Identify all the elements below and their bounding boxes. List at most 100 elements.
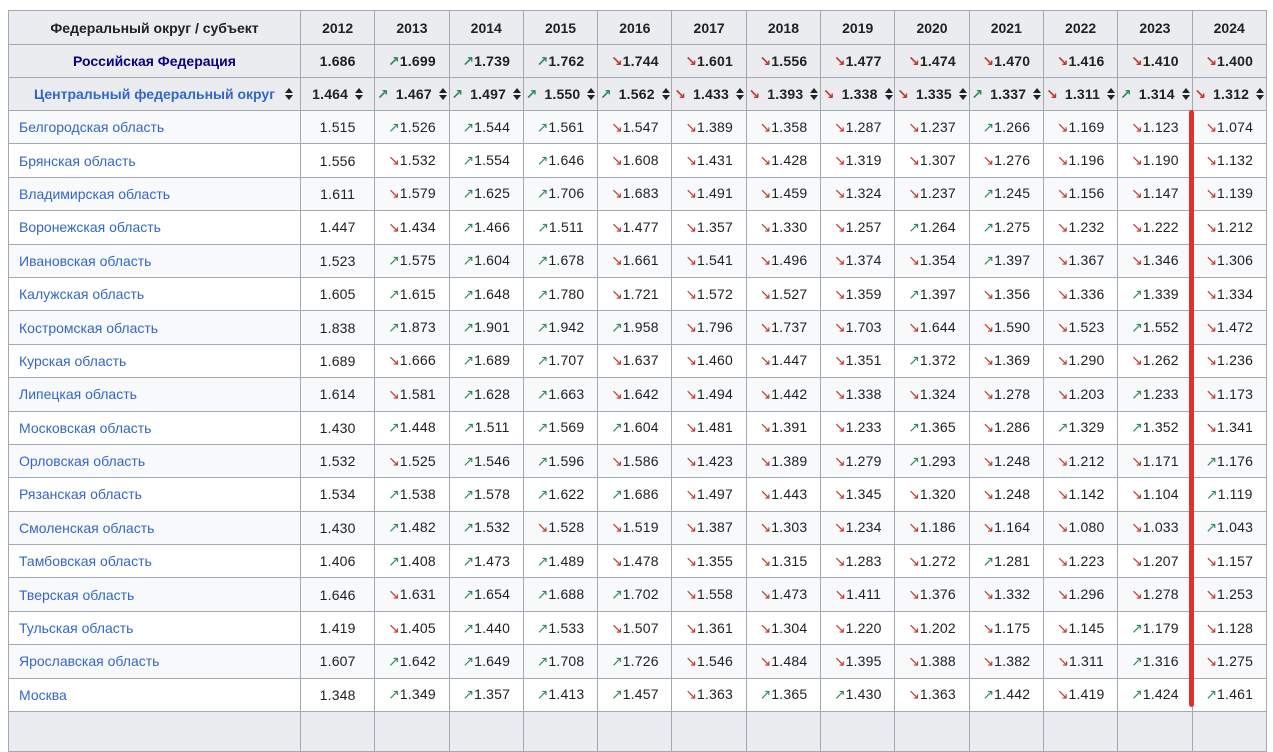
value-cell: 1.689 (299, 343, 376, 379)
region-link[interactable]: Воронежская область (19, 219, 161, 236)
region-link[interactable]: Костромская область (19, 319, 159, 336)
region-link[interactable]: Рязанская область (19, 486, 142, 503)
trend-down-icon: ↘ (1056, 485, 1069, 502)
value-text: 1.391 (771, 419, 808, 436)
trend-down-icon: ↘ (908, 185, 920, 202)
region-link[interactable]: Владимирская область (19, 185, 171, 202)
region-link[interactable]: Москва (19, 686, 67, 703)
region-link[interactable]: Ивановская область (19, 252, 152, 269)
trend-up-icon: ↗ (537, 218, 549, 235)
trend-up-icon: ↗ (536, 686, 549, 703)
trend-down-icon: ↘ (833, 252, 846, 269)
year-header-2023: 2023 (1117, 10, 1193, 45)
region-link[interactable]: Липецкая область (19, 386, 137, 403)
value-text: 1.459 (771, 185, 808, 202)
value-text: 1.532 (319, 453, 356, 470)
value-cell: 1.447 (299, 210, 376, 245)
trend-down-icon: ↘ (1131, 52, 1143, 69)
trend-down-icon: ↘ (834, 586, 847, 603)
region-link[interactable]: Брянская область (19, 152, 136, 169)
trend-up-icon: ↗ (536, 385, 549, 402)
sort-icon[interactable] (736, 88, 745, 100)
value-text: 1.223 (1068, 552, 1105, 569)
value-text: 1.278 (1142, 586, 1179, 603)
region-link[interactable]: Московская область (19, 419, 152, 436)
value-cell: ↘1.558 (671, 577, 747, 612)
region-link[interactable]: Смоленская область (19, 519, 155, 536)
value-text: 1.482 (399, 519, 436, 536)
sort-icon[interactable] (884, 88, 893, 100)
sort-icon[interactable] (958, 88, 967, 100)
value-text: 1.473 (474, 552, 511, 569)
region-link[interactable]: Белгородская область (19, 119, 165, 136)
value-cell: ↘1.248 (968, 443, 1044, 479)
value-cell: ↘1.387 (671, 510, 747, 546)
value-text: 1.278 (994, 385, 1031, 402)
value-cell: ↘1.428 (745, 143, 822, 178)
sort-icon[interactable] (285, 88, 293, 100)
value-text: 1.614 (319, 386, 356, 403)
value-text: 1.534 (319, 486, 356, 503)
value-cell: 1.605 (299, 276, 376, 312)
sort-icon[interactable] (513, 88, 522, 100)
value-cell: ↘1.547 (597, 109, 673, 145)
sort-icon[interactable] (661, 88, 670, 100)
value-with-sort: ↘ 1.312 (1193, 86, 1265, 103)
trend-up-icon: ↗ (536, 619, 549, 636)
sort-up-triangle-icon (810, 88, 819, 93)
value-cell: ↗1.372 (894, 343, 970, 379)
sort-icon[interactable] (587, 88, 596, 100)
year-header-2018: 2018 (745, 10, 822, 45)
sort-icon[interactable] (1256, 88, 1265, 100)
value-text: 1.281 (994, 552, 1031, 569)
trend-up-icon: ↗ (1131, 619, 1143, 636)
partial-cell (448, 711, 524, 752)
value-text: 1.411 (846, 586, 882, 603)
region-link[interactable]: Калужская область (19, 286, 145, 303)
value-text: 1.481 (696, 419, 734, 436)
region-link[interactable]: Тамбовская область (19, 553, 152, 570)
sort-icon[interactable] (438, 88, 447, 100)
sort-icon[interactable] (1107, 88, 1116, 100)
value-cell: ↘1.369 (968, 343, 1044, 379)
region-link[interactable]: Тульская область (19, 620, 134, 637)
value-text: 1.430 (319, 519, 356, 536)
value-cell: ↗ 1.467 (374, 77, 450, 111)
trend-down-icon: ↘ (982, 285, 995, 302)
trend-down-icon: ↘ (388, 152, 400, 169)
trend-down-icon: ↘ (1205, 652, 1218, 669)
value-cell: ↘1.642 (597, 377, 673, 412)
trend-down-icon: ↘ (1205, 185, 1218, 202)
sort-icon[interactable] (1033, 88, 1042, 100)
trend-up-icon: ↗ (908, 218, 920, 235)
value-cell: ↘1.237 (894, 109, 970, 145)
value-cell: ↗1.526 (374, 109, 450, 145)
value-text: 1.611 (320, 185, 356, 202)
sort-down-triangle-icon (438, 95, 447, 100)
region-link[interactable]: Ярославская область (19, 653, 160, 670)
sort-icon[interactable] (1181, 88, 1190, 100)
value-cell: ↘1.128 (1191, 610, 1267, 646)
value-cell: ↘1.703 (820, 310, 896, 345)
region-link[interactable]: Курская область (19, 352, 127, 369)
trend-down-icon: ↘ (1205, 352, 1218, 369)
sort-up-triangle-icon (661, 88, 670, 93)
trend-down-icon: ↘ (1056, 319, 1069, 336)
value-with-sort: ↘ 1.311 (1044, 86, 1116, 103)
value-text: 1.578 (474, 485, 511, 502)
district-link[interactable]: Центральный федеральный округ (33, 86, 276, 102)
value-text: 1.646 (319, 586, 356, 603)
sort-icon[interactable] (810, 88, 819, 100)
trend-down-icon: ↘ (759, 652, 772, 669)
trend-down-icon: ↘ (1056, 285, 1069, 302)
sort-icon[interactable] (355, 88, 364, 100)
trend-down-icon: ↘ (1131, 352, 1143, 369)
value-cell: ↘1.157 (1191, 544, 1267, 579)
region-link[interactable]: Орловская область (19, 453, 146, 470)
value-cell: ↘1.207 (1117, 544, 1193, 579)
federation-link[interactable]: Российская Федерация (73, 53, 236, 69)
partial-cell (820, 711, 896, 752)
region-link[interactable]: Тверская область (19, 586, 135, 603)
value-cell: ↘1.338 (820, 377, 896, 412)
value-cell: ↗ 1.562 (597, 77, 673, 111)
